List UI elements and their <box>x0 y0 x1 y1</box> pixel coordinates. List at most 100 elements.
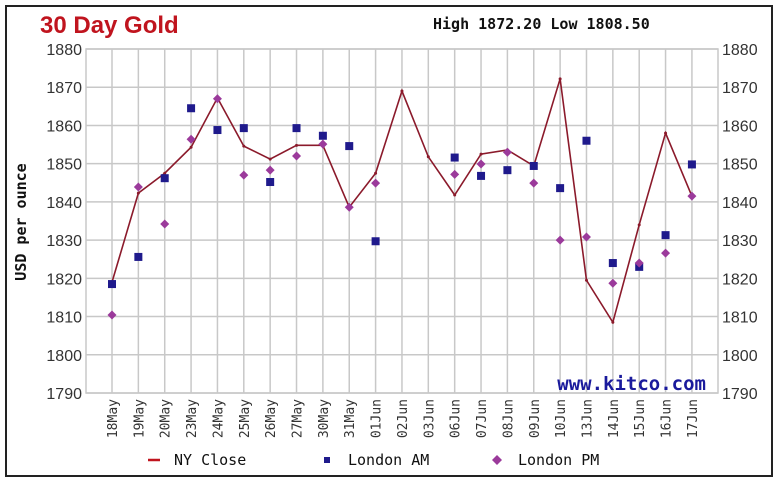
y-tick-label-right: 1800 <box>722 348 758 365</box>
x-tick-label: 24May <box>211 399 226 438</box>
x-tick-label: 31May <box>343 399 358 438</box>
y-axis-label: USD per ounce <box>12 163 30 280</box>
data-marks <box>107 77 697 325</box>
london-pm-point <box>239 170 249 180</box>
ny-close-point <box>400 89 404 93</box>
x-tick-label: 16Jun <box>660 399 675 438</box>
y-tick-label-right: 1790 <box>722 386 758 403</box>
london-pm-point <box>212 94 222 104</box>
london-pm-point <box>344 202 354 212</box>
chart-title: 30 Day Gold <box>40 12 179 39</box>
y-tick-label-right: 1860 <box>722 118 758 135</box>
london-am-point <box>687 160 696 169</box>
ny-close-point <box>136 191 140 195</box>
x-tick-label: 08Jun <box>501 399 516 438</box>
y-tick-label-right: 1880 <box>722 42 758 59</box>
london-am-point <box>266 178 275 187</box>
london-am-point <box>450 153 459 162</box>
x-tick-label: 13Jun <box>580 399 595 438</box>
chart-frame <box>5 5 773 477</box>
ny-close-point <box>242 144 246 148</box>
london-am-point <box>371 237 380 246</box>
london-am-point <box>477 171 486 180</box>
ny-close-point <box>295 143 299 147</box>
y-tick-label-left: 1830 <box>46 233 82 250</box>
legend-label: London PM <box>518 451 599 469</box>
legend-label: NY Close <box>174 451 246 469</box>
london-am-point <box>503 166 512 175</box>
london-am-point <box>608 259 617 268</box>
x-tick-label: 09Jun <box>528 399 543 438</box>
x-tick-label: 30May <box>317 399 332 438</box>
london-pm-point <box>265 165 275 175</box>
x-tick-label: 27May <box>291 399 306 438</box>
x-tick-label: 23May <box>185 399 200 438</box>
y-tick-label-left: 1790 <box>46 386 82 403</box>
ny-close-point <box>453 193 457 197</box>
london-pm-point <box>450 169 460 179</box>
london-pm-point <box>581 232 591 242</box>
london-pm-point <box>661 248 671 258</box>
london-pm-point <box>107 310 117 320</box>
x-tick-label: 02Jun <box>396 399 411 438</box>
x-tick-label: 25May <box>238 399 253 438</box>
x-tick-label: 14Jun <box>607 399 622 438</box>
legend-label: London AM <box>348 451 429 469</box>
ny-close-point <box>584 278 588 282</box>
london-am-point <box>661 231 670 240</box>
london-pm-point <box>476 159 486 169</box>
x-tick-label: 20May <box>159 399 174 438</box>
y-tick-label-left: 1840 <box>46 195 82 212</box>
london-am-point <box>239 124 248 133</box>
x-tick-label: 01Jun <box>370 399 385 438</box>
london-pm-point <box>292 151 302 161</box>
london-am-point <box>292 124 301 133</box>
ny-close-point <box>426 155 430 159</box>
london-pm-point <box>133 182 143 192</box>
ny-close-point <box>189 145 193 149</box>
ny-close-point <box>637 223 641 227</box>
x-tick-label: 06Jun <box>449 399 464 438</box>
london-am-point <box>345 142 354 151</box>
london-am-point <box>582 136 591 145</box>
ny-close-point <box>479 152 483 156</box>
ny-close-point <box>558 77 562 81</box>
x-ticks: 18May 19May 20May 23May 24May 25May 26May 27May… <box>106 399 701 438</box>
ny-close-point <box>268 157 272 161</box>
london-pm-point <box>371 178 381 188</box>
london-pm-point <box>160 219 170 229</box>
x-tick-label: 26May <box>264 399 279 438</box>
x-tick-label: 03Jun <box>422 399 437 438</box>
y-tick-label-left: 1820 <box>46 271 82 288</box>
x-tick-label: 18May <box>106 399 121 438</box>
y-tick-label-left: 1870 <box>46 80 82 97</box>
watermark: www.kitco.com <box>557 373 706 395</box>
london-am-point <box>134 252 143 261</box>
x-tick-label: 15Jun <box>633 399 648 438</box>
y-tick-label-right: 1830 <box>722 233 758 250</box>
y-tick-label-left: 1800 <box>46 348 82 365</box>
london-am-point <box>213 126 222 135</box>
x-tick-label: 10Jun <box>554 399 569 438</box>
high-low-summary: High 1872.20 Low 1808.50 <box>433 15 650 33</box>
ny-close-point <box>611 320 615 324</box>
y-tick-label-right: 1840 <box>722 195 758 212</box>
london-am-point <box>318 131 327 140</box>
x-tick-label: 19May <box>132 399 147 438</box>
london-am-point <box>160 174 169 183</box>
london-pm-point <box>687 191 697 201</box>
y-tick-label-left: 1880 <box>46 42 82 59</box>
london-am-point <box>529 161 538 170</box>
london-am-point <box>108 280 116 289</box>
y-tick-label-left: 1810 <box>46 310 82 327</box>
y-tick-label-right: 1810 <box>722 310 758 327</box>
london-pm-point <box>502 147 512 157</box>
legend-london-pm-swatch <box>492 455 502 465</box>
ny-close-point <box>664 131 668 135</box>
y-ticks: 1790 1790 1800 1800 1810 1810 1820 1820 1830 1830… <box>46 42 757 403</box>
y-tick-label-right: 1850 <box>722 157 758 174</box>
y-tick-label-right: 1870 <box>722 80 758 97</box>
x-tick-label: 07Jun <box>475 399 490 438</box>
london-pm-point <box>555 235 565 245</box>
